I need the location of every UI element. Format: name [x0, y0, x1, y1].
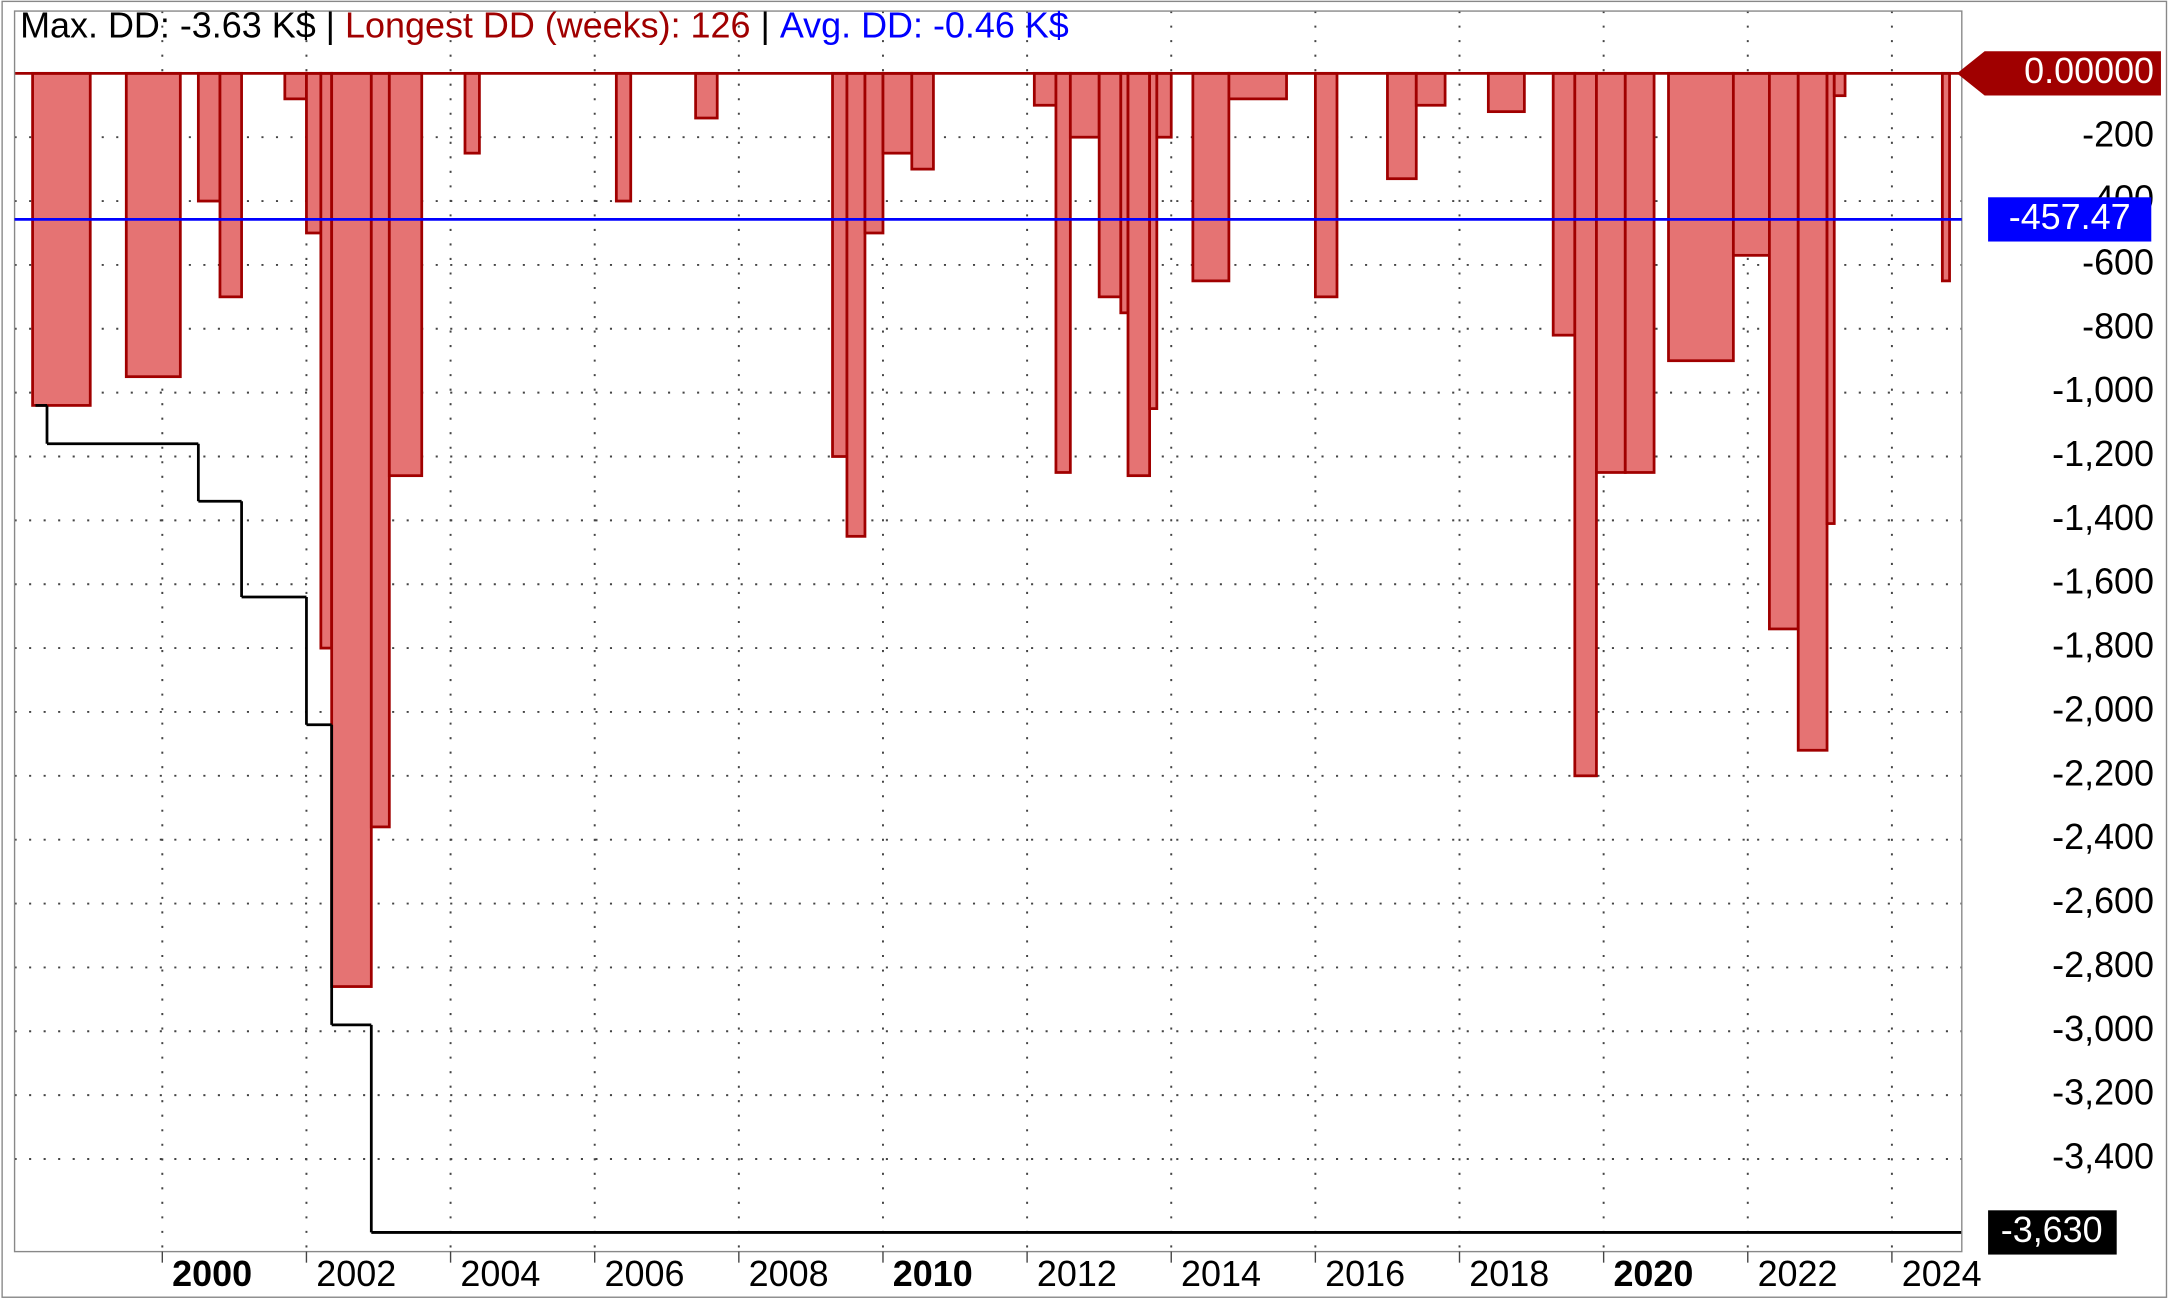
drawdown-step	[1126, 71, 1152, 478]
header-item: Longest DD (weeks): 126	[345, 4, 760, 45]
x-tick-label: 2008	[749, 1253, 829, 1294]
drawdown-step	[218, 71, 243, 299]
drawdown-step	[881, 71, 914, 155]
plot-border	[13, 10, 1963, 1253]
header-item: |	[760, 4, 779, 45]
drawdown-step	[1486, 71, 1526, 114]
drawdown-step	[124, 71, 182, 379]
drawdown-step	[1551, 71, 1577, 337]
y-tick-label: -2,400	[2052, 816, 2154, 857]
drawdown-step	[319, 71, 334, 650]
drawdown-step	[694, 71, 719, 120]
drawdown-step	[1832, 71, 1847, 98]
x-tick-label: 2006	[605, 1253, 685, 1294]
x-tick-label: 2010	[893, 1253, 973, 1294]
x-tick-label: 2024	[1902, 1253, 1982, 1294]
drawdown-step	[1054, 71, 1072, 474]
drawdown-step	[831, 71, 849, 458]
tag-label: 0.00000	[2024, 50, 2154, 91]
x-tick-label: 2018	[1469, 1253, 1549, 1294]
y-tick-label: -1,000	[2052, 369, 2154, 410]
drawdown-step	[1940, 71, 1951, 283]
y-tick-label: -1,200	[2052, 433, 2154, 474]
y-tick-label: -3,400	[2052, 1135, 2154, 1176]
drawdown-step	[283, 71, 308, 101]
header-item: Max. DD: -3.63 K$	[20, 4, 326, 45]
drawdown-step	[1595, 71, 1627, 474]
tag-box	[1956, 51, 2161, 96]
header: Max. DD: -3.63 K$ | Longest DD (weeks): …	[20, 4, 1069, 45]
drawdown-step	[1068, 71, 1101, 139]
drawdown-step	[330, 71, 373, 988]
drawdown-step	[1573, 71, 1598, 778]
tag-box	[1988, 1210, 2117, 1255]
drawdown-step	[1155, 71, 1173, 139]
drawdown-step	[196, 71, 222, 203]
drawdown-step	[1731, 71, 1771, 257]
x-tick-label: 2004	[460, 1253, 540, 1294]
x-tick-label: 2000	[172, 1253, 252, 1294]
tag-label: -3,630	[2001, 1209, 2103, 1250]
y-tick-label: -1,600	[2052, 561, 2154, 602]
x-tick-label: 2014	[1181, 1253, 1261, 1294]
drawdown-step	[863, 71, 885, 235]
y-tick-label: -2,600	[2052, 880, 2154, 921]
x-tick-label: 2022	[1758, 1253, 1838, 1294]
drawdown-step	[1796, 71, 1829, 752]
x-tick-label: 2020	[1613, 1253, 1693, 1294]
drawdown-step	[845, 71, 867, 538]
drawdown-step	[305, 71, 323, 235]
drawdown-step	[387, 71, 424, 478]
y-tick-label: -3,200	[2052, 1072, 2154, 1113]
drawdown-step	[910, 71, 935, 171]
drawdown-step	[1825, 71, 1836, 525]
drawdown-step	[1227, 71, 1288, 101]
y-tick-label: -1,400	[2052, 497, 2154, 538]
x-tick-label: 2002	[316, 1253, 396, 1294]
drawdown-step	[1414, 71, 1447, 107]
y-tick-label: -800	[2082, 305, 2154, 346]
drawdown-step	[1313, 71, 1339, 299]
drawdown-step	[31, 71, 92, 407]
x-tick-label: 2016	[1325, 1253, 1405, 1294]
y-tick-label: -2,800	[2052, 944, 2154, 985]
y-tick-label: -600	[2082, 241, 2154, 282]
header-item: |	[326, 4, 345, 45]
drawdown-step	[1191, 71, 1231, 283]
drawdown-step	[1768, 71, 1800, 631]
drawdown-step	[1667, 71, 1735, 363]
drawdown-step	[614, 71, 633, 203]
y-tick-label: -1,800	[2052, 625, 2154, 666]
drawdown-step	[1097, 71, 1123, 299]
tag-label: -457.47	[2009, 196, 2131, 237]
x-tick-label: 2012	[1037, 1253, 1117, 1294]
tag-box	[1988, 197, 2152, 242]
y-tick-label: -200	[2082, 114, 2154, 155]
y-tick-label: -2,000	[2052, 688, 2154, 729]
drawdown-step	[463, 71, 481, 155]
plot-area	[14, 11, 1962, 1252]
y-tick-label: -2,200	[2052, 752, 2154, 793]
header-item: Avg. DD: -0.46 K$	[780, 4, 1069, 45]
drawdown-step	[1623, 71, 1656, 474]
y-tick-label: -3,000	[2052, 1008, 2154, 1049]
drawdown-step	[1032, 71, 1058, 107]
drawdown-step	[369, 71, 391, 829]
drawdown-step	[1386, 71, 1418, 181]
